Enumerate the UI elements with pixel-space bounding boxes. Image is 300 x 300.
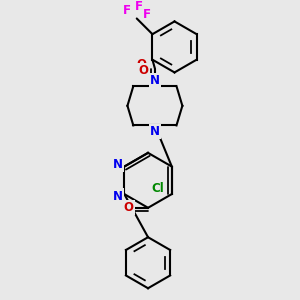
Text: Cl: Cl [152,182,164,195]
Text: O: O [123,201,134,214]
Text: O: O [138,64,148,77]
Text: F: F [123,4,131,17]
Text: O: O [136,58,146,71]
Text: N: N [112,158,122,171]
Text: N: N [112,190,122,202]
Text: F: F [135,0,143,13]
Text: N: N [150,74,160,87]
Text: F: F [142,8,151,21]
Text: N: N [150,125,160,138]
